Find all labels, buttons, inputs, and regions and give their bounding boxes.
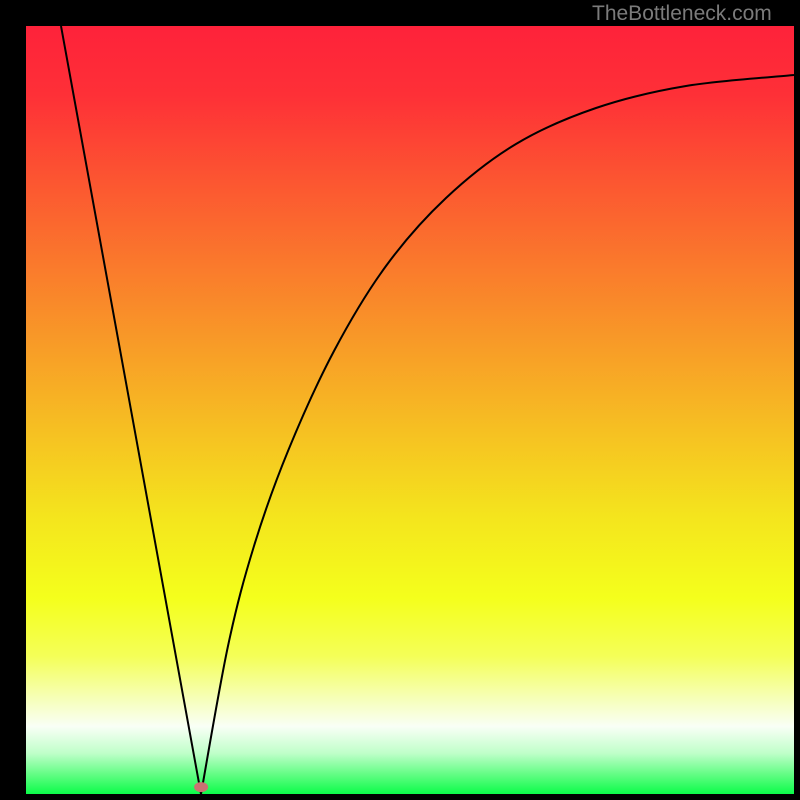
plot-background [26, 26, 794, 794]
minimum-marker [194, 782, 208, 792]
watermark-text: TheBottleneck.com [592, 2, 772, 26]
chart-frame: TheBottleneck.com [0, 0, 800, 800]
chart-svg [0, 0, 800, 800]
